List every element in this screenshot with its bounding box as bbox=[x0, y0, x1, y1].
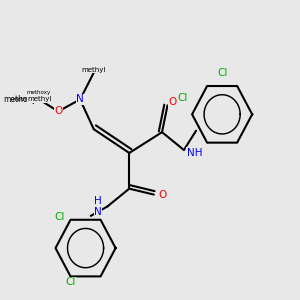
Text: O: O bbox=[54, 106, 62, 116]
Text: methoxy: methoxy bbox=[12, 97, 36, 102]
Text: H
N: H N bbox=[94, 196, 102, 217]
Text: methyl: methyl bbox=[27, 97, 51, 103]
Text: Cl: Cl bbox=[55, 212, 65, 222]
Text: methoxy: methoxy bbox=[27, 90, 51, 95]
Text: N: N bbox=[76, 94, 84, 104]
Text: methyl: methyl bbox=[82, 67, 106, 73]
Text: NH: NH bbox=[187, 148, 202, 158]
Text: Cl: Cl bbox=[65, 277, 76, 287]
Text: Cl: Cl bbox=[178, 93, 188, 103]
Text: Cl: Cl bbox=[217, 68, 227, 78]
Text: O: O bbox=[158, 190, 166, 200]
Text: methoxy: methoxy bbox=[3, 95, 36, 104]
Text: O: O bbox=[169, 98, 177, 107]
